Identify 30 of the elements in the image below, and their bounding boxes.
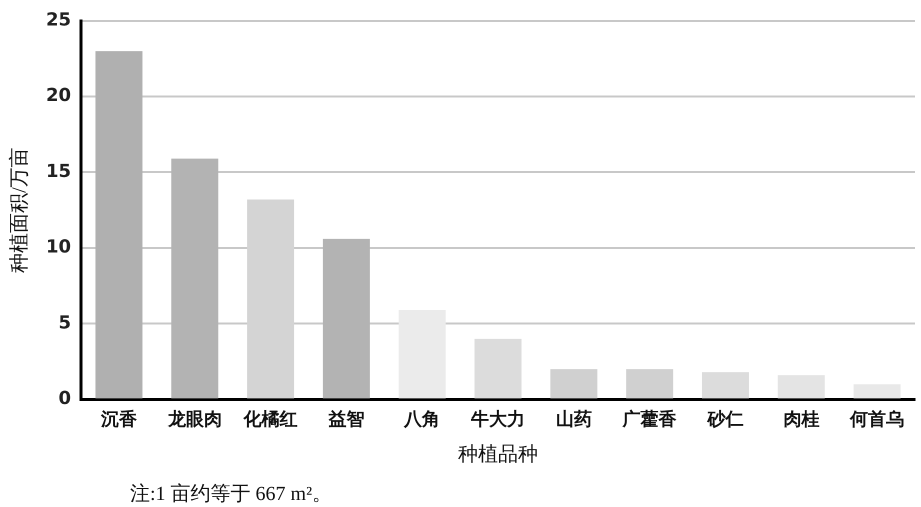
y-axis-title: 种植面积/万亩 [8, 147, 30, 273]
bar [550, 369, 598, 398]
x-tick-label: 肉桂 [783, 408, 820, 429]
x-tick-label: 化橘红 [242, 408, 298, 429]
y-tick-label: 10 [46, 236, 72, 258]
bar [626, 369, 674, 398]
x-tick-label: 牛大力 [470, 408, 526, 429]
y-tick-label: 0 [58, 388, 72, 410]
bar [398, 310, 446, 398]
bar [171, 158, 218, 398]
bar [854, 384, 901, 398]
x-tick-label: 何首乌 [849, 408, 904, 429]
x-tick-label: 益智 [327, 408, 364, 429]
x-tick-label: 沉香 [100, 408, 138, 429]
y-tick-label: 25 [46, 9, 72, 30]
y-tick-label: 20 [46, 85, 72, 106]
y-tick-label: 5 [58, 312, 72, 334]
x-tick-label: 八角 [403, 408, 440, 429]
y-tick-label: 15 [46, 160, 72, 182]
bar [95, 51, 142, 398]
text: 注:1 亩约等于 667 m²。 [130, 483, 332, 505]
bar [474, 338, 522, 398]
x-tick-label: 砂仁 [706, 408, 744, 429]
x-tick-label: 山药 [556, 408, 592, 429]
bar [778, 375, 825, 398]
x-tick-label: 广藿香 [622, 408, 678, 429]
x-tick-label: 龙眼肉 [166, 408, 222, 429]
bar [322, 238, 370, 398]
x-axis-title: 种植品种 [458, 443, 538, 466]
bar [702, 372, 749, 398]
